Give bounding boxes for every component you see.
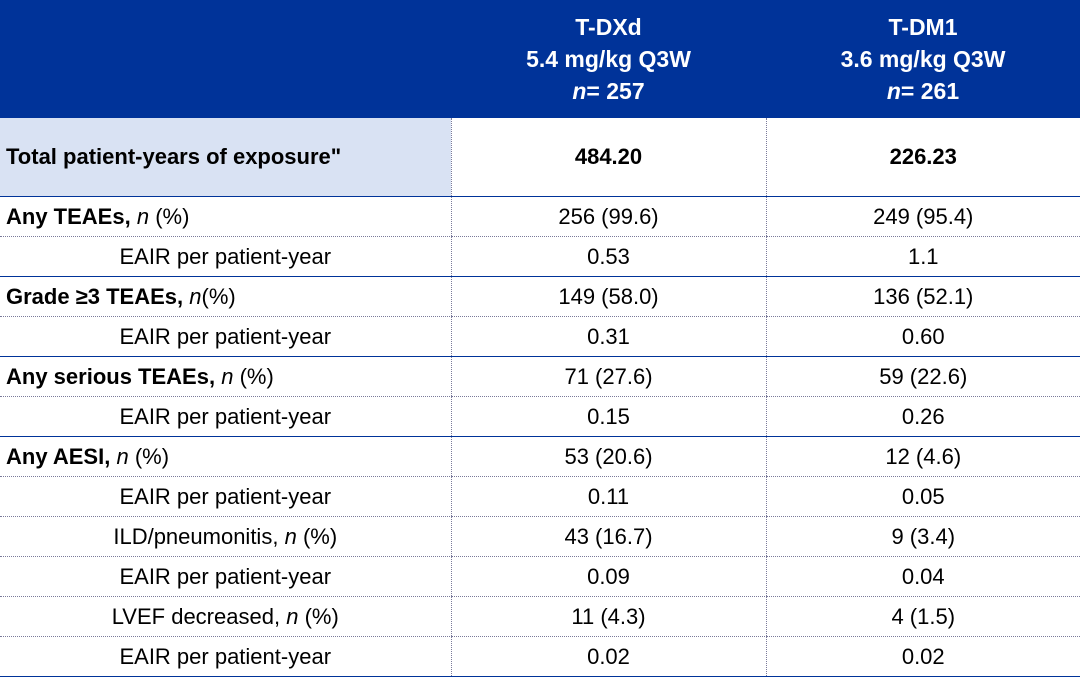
table-row-eair: EAIR per patient-year 0.02 0.02 (0, 636, 1080, 677)
table-row-eair: EAIR per patient-year 0.11 0.05 (0, 476, 1080, 517)
t-dxd-value: 0.02 (450, 636, 766, 677)
header-row: T-DXd 5.4 mg/kg Q3W n= 257 T-DM1 3.6 mg/… (0, 0, 1080, 118)
t-dxd-dose: 5.4 mg/kg Q3W (526, 46, 691, 72)
row-label: Total patient-years of exposure" (0, 118, 451, 197)
row-label-pct: (%) (302, 523, 338, 549)
table-row-serious-teaes: Any serious TEAEs, n (%) 71 (27.6) 59 (2… (0, 356, 1080, 397)
t-dxd-value: 0.53 (450, 236, 766, 277)
t-dxd-value: 149 (58.0) (450, 276, 766, 317)
t-dm1-dose: 3.6 mg/kg Q3W (840, 46, 1006, 72)
t-dxd-value: 71 (27.6) (450, 356, 766, 397)
table-row-lvef-decreased: LVEF decreased, n (%) 11 (4.3) 4 (1.5) (0, 596, 1080, 637)
row-label: Any serious TEAEs, n (%) (0, 356, 451, 397)
t-dxd-value: 0.09 (450, 556, 766, 597)
t-dxd-value: 0.15 (450, 396, 766, 437)
t-dxd-name: T-DXd (575, 14, 642, 40)
t-dm1-n-symbol: n (886, 78, 901, 104)
t-dm1-value: 249 (95.4) (765, 196, 1080, 237)
t-dxd-value: 484.20 (450, 118, 766, 197)
t-dxd-value: 53 (20.6) (450, 436, 766, 477)
row-label-n: n (284, 523, 297, 549)
t-dxd-value: 0.31 (450, 316, 766, 357)
table-row-any-aesi: Any AESI, n (%) 53 (20.6) 12 (4.6) (0, 436, 1080, 477)
t-dm1-value: 59 (22.6) (765, 356, 1080, 397)
t-dm1-value: 9 (3.4) (765, 516, 1080, 557)
row-label: Any AESI, n (%) (0, 436, 451, 477)
row-label-n: n (189, 283, 202, 309)
t-dm1-value: 0.60 (765, 316, 1080, 357)
table-row-ild-pneumonitis: ILD/pneumonitis, n (%) 43 (16.7) 9 (3.4) (0, 516, 1080, 557)
t-dm1-value: 0.04 (765, 556, 1080, 597)
table-row-total-exposure: Total patient-years of exposure" 484.20 … (0, 118, 1080, 197)
row-label-bold: Any AESI, (6, 443, 111, 469)
row-label-bold: Grade ≥3 TEAEs, (6, 283, 184, 309)
t-dm1-value: 1.1 (765, 236, 1080, 277)
t-dxd-n-symbol: n (572, 78, 587, 104)
row-label-pct: (%) (201, 283, 236, 309)
row-label: EAIR per patient-year (0, 476, 451, 517)
t-dm1-value: 12 (4.6) (765, 436, 1080, 477)
t-dm1-value: 4 (1.5) (765, 596, 1080, 637)
t-dm1-value: 136 (52.1) (765, 276, 1080, 317)
t-dxd-value: 11 (4.3) (450, 596, 766, 637)
row-label-text: ILD/pneumonitis, (113, 523, 279, 549)
t-dxd-value: 0.11 (450, 476, 766, 517)
t-dxd-value: 43 (16.7) (450, 516, 766, 557)
row-label: Any TEAEs, n (%) (0, 196, 451, 237)
row-label: LVEF decreased, n (%) (0, 596, 451, 637)
row-label: EAIR per patient-year (0, 236, 451, 277)
row-label: EAIR per patient-year (0, 556, 451, 597)
row-label-text: LVEF decreased, (111, 603, 281, 629)
row-label-pct: (%) (239, 363, 274, 389)
row-label-bold: Any TEAEs, (6, 203, 131, 229)
row-label-n: n (286, 603, 299, 629)
table-row-eair: EAIR per patient-year 0.31 0.60 (0, 316, 1080, 357)
t-dm1-value: 226.23 (765, 118, 1080, 197)
table-row-eair: EAIR per patient-year 0.09 0.04 (0, 556, 1080, 597)
t-dm1-value: 0.02 (765, 636, 1080, 677)
row-label: EAIR per patient-year (0, 396, 451, 437)
t-dm1-name: T-DM1 (888, 14, 958, 40)
row-label: EAIR per patient-year (0, 316, 451, 357)
row-label: ILD/pneumonitis, n (%) (0, 516, 451, 557)
row-label: Grade ≥3 TEAEs, n(%) (0, 276, 451, 317)
row-label-pct: (%) (304, 603, 339, 629)
header-t-dxd: T-DXd 5.4 mg/kg Q3W n= 257 (451, 0, 766, 118)
t-dm1-n: n= 261 (766, 75, 1080, 107)
header-blank-cell (0, 0, 451, 118)
t-dxd-value: 256 (99.6) (450, 196, 766, 237)
row-label-bold: Any serious TEAEs, (6, 363, 216, 389)
header-t-dm1: T-DM1 3.6 mg/kg Q3W n= 261 (766, 0, 1080, 118)
table-row-eair: EAIR per patient-year 0.53 1.1 (0, 236, 1080, 277)
t-dm1-value: 0.05 (765, 476, 1080, 517)
row-label-pct: (%) (134, 443, 170, 469)
row-label-pct: (%) (155, 203, 190, 229)
t-dm1-n-value: = 261 (900, 78, 960, 104)
row-label-n: n (136, 203, 150, 229)
t-dxd-n-value: = 257 (586, 78, 645, 104)
t-dm1-value: 0.26 (765, 396, 1080, 437)
t-dxd-n: n= 257 (451, 75, 766, 107)
row-label: EAIR per patient-year (0, 636, 451, 677)
table-row-eair: EAIR per patient-year 0.15 0.26 (0, 396, 1080, 437)
row-label-n: n (116, 443, 129, 469)
table-body: Total patient-years of exposure" 484.20 … (0, 118, 1080, 677)
table-row-any-teaes: Any TEAEs, n (%) 256 (99.6) 249 (95.4) (0, 196, 1080, 237)
table-header: T-DXd 5.4 mg/kg Q3W n= 257 T-DM1 3.6 mg/… (0, 0, 1080, 118)
row-label-n: n (221, 363, 234, 389)
table-row-grade3-teaes: Grade ≥3 TEAEs, n(%) 149 (58.0) 136 (52.… (0, 276, 1080, 317)
